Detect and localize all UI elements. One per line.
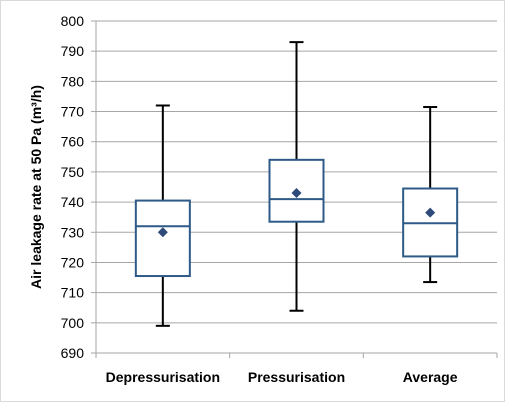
y-tick-labels: 690 700 710 720 730 740 750 760 770 780 790 800 — [61, 13, 85, 361]
x-category-label: Pressurisation — [248, 369, 345, 385]
mean-marker — [425, 207, 436, 218]
box-2 — [268, 41, 325, 312]
y-tick-label: 730 — [61, 224, 85, 240]
mean-marker — [291, 188, 302, 199]
x-category-label: Depressurisation — [106, 369, 220, 385]
x-tick-labels: Depressurisation Pressurisation Average — [106, 369, 458, 385]
y-tick-label: 710 — [61, 285, 85, 301]
y-tick-label: 760 — [61, 134, 85, 150]
mean-marker — [157, 227, 168, 238]
axes — [91, 20, 498, 358]
x-category-label: Average — [403, 369, 458, 385]
y-tick-label: 690 — [61, 345, 85, 361]
iqr-box — [134, 199, 191, 278]
y-axis-title: Air leakage rate at 50 Pa (m³/h) — [28, 85, 44, 289]
y-tick-label: 720 — [61, 254, 85, 270]
y-tick-label: 780 — [61, 73, 85, 89]
y-tick-label: 740 — [61, 194, 85, 210]
boxes — [134, 41, 459, 327]
y-tick-label: 700 — [61, 315, 85, 331]
box-3 — [402, 106, 459, 284]
y-tick-label: 790 — [61, 43, 85, 59]
y-tick-label: 750 — [61, 164, 85, 180]
y-tick-label: 770 — [61, 104, 85, 120]
box-1 — [134, 104, 191, 327]
y-tick-label: 800 — [61, 13, 85, 29]
